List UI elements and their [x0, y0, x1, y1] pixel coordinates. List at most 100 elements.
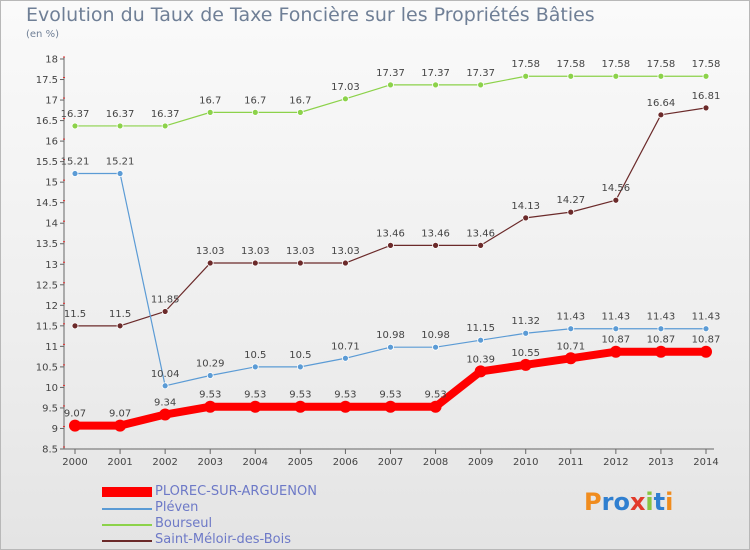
data-label: 10.04 [151, 369, 180, 380]
data-label: 14.27 [556, 195, 585, 206]
data-point [564, 352, 577, 365]
data-label: 10.71 [556, 341, 585, 352]
data-point [657, 325, 665, 333]
x-tick-label: 2006 [333, 457, 358, 468]
data-label: 11.15 [466, 323, 495, 334]
data-label: 10.87 [647, 335, 676, 346]
data-point [296, 363, 304, 371]
x-tick-label: 2001 [107, 457, 132, 468]
legend-swatch [102, 524, 152, 526]
y-tick-label: 8.5 [42, 445, 58, 456]
data-point [161, 122, 169, 130]
legend-item-saint-meloir[interactable]: Saint-Méloir-des-Bois [98, 532, 398, 548]
data-label: 10.55 [511, 348, 540, 359]
data-point [71, 170, 79, 177]
data-point [477, 81, 485, 89]
legend-swatch [102, 487, 152, 497]
logo-letter: t [653, 488, 666, 516]
data-label: 16.37 [106, 109, 135, 120]
data-point [251, 363, 259, 371]
x-tick-label: 2000 [62, 457, 87, 468]
data-point [702, 104, 710, 112]
data-label: 15.21 [106, 157, 135, 168]
data-label: 16.7 [289, 95, 311, 106]
y-tick-label: 17 [45, 96, 58, 107]
data-label: 17.58 [647, 59, 676, 70]
y-tick-label: 13 [45, 260, 58, 271]
data-label: 13.03 [331, 246, 360, 257]
data-label: 9.53 [424, 390, 446, 401]
y-tick-label: 13.5 [36, 239, 58, 250]
x-tick-label: 2008 [423, 457, 448, 468]
data-label: 9.53 [379, 390, 401, 401]
data-point [161, 308, 169, 315]
data-point [477, 241, 485, 249]
data-point [477, 336, 485, 344]
data-label: 11.43 [602, 312, 631, 323]
data-label: 9.07 [64, 409, 86, 420]
data-label: 17.37 [376, 68, 405, 79]
data-label: 10.87 [692, 335, 721, 346]
data-point [159, 408, 172, 421]
legend-item-bourseul[interactable]: Bourseul [98, 516, 398, 532]
data-point [342, 259, 349, 267]
y-tick-label: 10.5 [36, 362, 58, 373]
y-tick-label: 14.5 [36, 198, 58, 209]
data-label: 10.5 [244, 350, 266, 361]
legend-label: Bourseul [155, 516, 213, 531]
data-point [249, 400, 262, 413]
data-label: 16.37 [61, 109, 90, 120]
data-point [609, 345, 622, 358]
x-tick-label: 2013 [648, 457, 673, 468]
legend-label: Pléven [155, 500, 199, 515]
x-tick-label: 2003 [197, 457, 222, 468]
data-point [71, 122, 79, 130]
data-point [474, 365, 487, 378]
data-label: 17.03 [331, 82, 360, 93]
data-label: 16.37 [151, 109, 180, 120]
y-tick-label: 15.5 [36, 157, 58, 168]
data-point [429, 400, 442, 413]
legend-item-pleven[interactable]: Pléven [98, 500, 398, 516]
data-label: 13.03 [286, 246, 315, 257]
logo-letter: r [601, 488, 614, 516]
data-label: 9.07 [109, 409, 131, 420]
x-tick-label: 2009 [468, 457, 493, 468]
data-point [700, 345, 712, 358]
legend-swatch [102, 540, 152, 542]
y-tick-label: 11.5 [36, 321, 58, 332]
data-label: 9.53 [334, 390, 356, 401]
x-tick-label: 2011 [558, 457, 583, 468]
data-label: 13.46 [466, 228, 495, 239]
data-point [387, 81, 394, 89]
data-point [567, 325, 575, 333]
y-tick-label: 12 [45, 301, 58, 312]
data-label: 15.21 [61, 157, 90, 168]
data-label: 16.81 [692, 91, 721, 102]
x-tick-label: 2010 [513, 457, 538, 468]
data-point [519, 358, 532, 371]
y-tick-label: 14 [45, 219, 58, 230]
data-label: 11.32 [511, 316, 540, 327]
logo-letter: o [613, 488, 630, 516]
data-label: 9.53 [244, 390, 266, 401]
data-point [522, 329, 530, 337]
legend-item-plorec[interactable]: PLOREC-SUR-ARGUENON [98, 484, 398, 500]
data-point [657, 111, 665, 119]
data-point [69, 419, 81, 432]
data-point [387, 343, 394, 351]
data-point [114, 419, 127, 432]
chart-subtitle: (en %) [26, 29, 59, 40]
data-label: 17.37 [466, 68, 495, 79]
data-point [294, 400, 307, 413]
data-point [432, 343, 439, 351]
x-tick-label: 2007 [378, 457, 403, 468]
data-point [116, 122, 124, 130]
data-point [612, 325, 620, 333]
data-label: 10.87 [602, 335, 631, 346]
x-tick-label: 2002 [152, 457, 177, 468]
data-point [296, 259, 304, 267]
y-tick-label: 9 [52, 424, 58, 435]
